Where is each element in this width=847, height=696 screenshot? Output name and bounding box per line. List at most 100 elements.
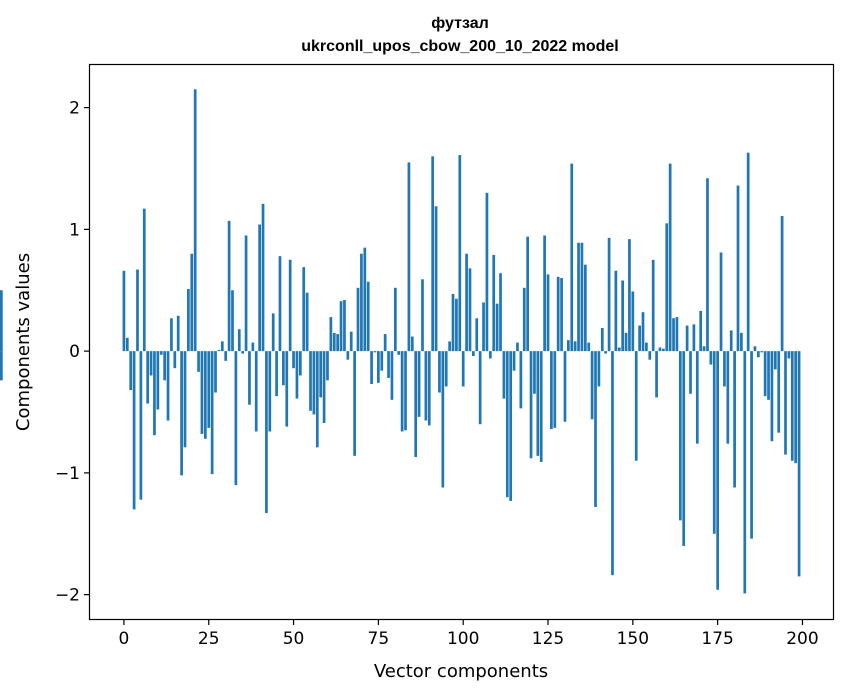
bar [326, 351, 329, 381]
bar [227, 220, 231, 352]
bar [268, 351, 272, 432]
bar [332, 332, 336, 352]
bar [132, 351, 136, 510]
bar [322, 351, 326, 423]
bar [590, 351, 594, 420]
bar [767, 351, 770, 400]
bar [485, 192, 489, 352]
bar [482, 302, 485, 352]
bar [750, 351, 753, 539]
bar [214, 351, 217, 393]
bar [499, 273, 502, 352]
bar [125, 337, 129, 352]
bar [780, 215, 784, 352]
bar [455, 298, 458, 352]
bar [746, 152, 750, 352]
bar [404, 351, 407, 431]
x-tick-label: 50 [283, 629, 305, 649]
bar [607, 237, 611, 352]
bar [794, 351, 798, 464]
bar [645, 342, 648, 352]
bar [516, 342, 519, 352]
bar [634, 351, 638, 461]
bar [600, 328, 604, 352]
bar [519, 351, 523, 409]
bar [329, 317, 333, 352]
bars-group [0, 89, 801, 594]
bar [173, 351, 177, 369]
bar [278, 256, 282, 352]
bar [512, 351, 516, 371]
bar [621, 280, 625, 352]
bar [475, 318, 479, 352]
bar [594, 351, 597, 507]
bar [373, 351, 377, 353]
bar [234, 351, 238, 486]
bar [414, 351, 418, 458]
bar [614, 270, 618, 352]
bar [302, 267, 306, 352]
bar [597, 351, 601, 387]
bar [522, 287, 526, 352]
bar [706, 178, 709, 352]
bar [149, 351, 153, 376]
bar [237, 329, 241, 352]
bar [638, 325, 641, 352]
bar [200, 351, 204, 434]
bar [702, 346, 706, 352]
bar [509, 351, 513, 501]
bar [733, 351, 736, 488]
bar [797, 351, 801, 577]
bar [529, 351, 533, 459]
bar [651, 259, 655, 352]
y-tick-label: 2 [69, 99, 80, 119]
bar [716, 351, 719, 590]
bar [424, 351, 428, 421]
bar [668, 163, 672, 352]
bar [241, 351, 245, 354]
bar [298, 351, 302, 376]
bar [631, 291, 635, 352]
y-axis-label: Components values [13, 253, 34, 431]
bar [136, 269, 139, 352]
bar [0, 351, 3, 381]
bar [254, 351, 258, 432]
bar [153, 351, 156, 436]
bar [502, 351, 506, 399]
bar [129, 351, 133, 391]
bar [495, 303, 499, 352]
bar [193, 89, 197, 352]
bar [743, 351, 747, 594]
bar [583, 264, 587, 352]
bar [624, 332, 628, 352]
bar [390, 351, 394, 400]
bar [699, 310, 703, 352]
bar [553, 351, 557, 428]
bar [203, 351, 207, 439]
plot-frame [88, 63, 835, 621]
bar [434, 206, 438, 352]
bar [288, 259, 292, 352]
bar [533, 351, 536, 394]
bar [363, 247, 367, 352]
bar [122, 270, 126, 352]
bar [315, 351, 319, 448]
bar [282, 351, 285, 386]
bar [723, 351, 726, 387]
bar [336, 334, 340, 352]
bar [275, 351, 278, 397]
bar [760, 351, 764, 353]
y-tick-label: 1 [69, 220, 80, 240]
bar [305, 292, 309, 352]
bar [611, 351, 614, 576]
bar [380, 351, 384, 371]
bar [197, 351, 200, 372]
bar [546, 274, 550, 352]
bar [220, 341, 224, 352]
x-tick-label: 100 [447, 629, 479, 649]
x-tick-label: 75 [368, 629, 390, 649]
bar [356, 287, 360, 352]
bar [383, 334, 387, 352]
bar [431, 156, 435, 352]
